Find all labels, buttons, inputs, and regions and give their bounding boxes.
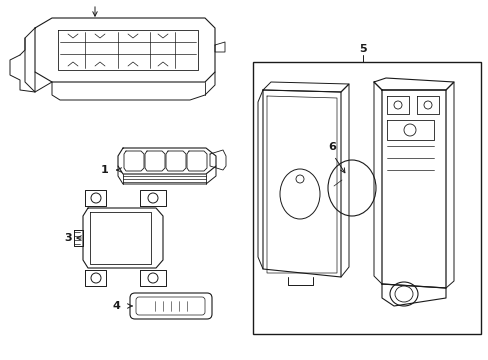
Text: 3: 3 xyxy=(64,233,72,243)
Text: 4: 4 xyxy=(112,301,120,311)
Text: 6: 6 xyxy=(327,142,335,152)
Text: 5: 5 xyxy=(359,44,366,54)
Text: 1: 1 xyxy=(100,165,108,175)
Bar xyxy=(252,62,480,334)
